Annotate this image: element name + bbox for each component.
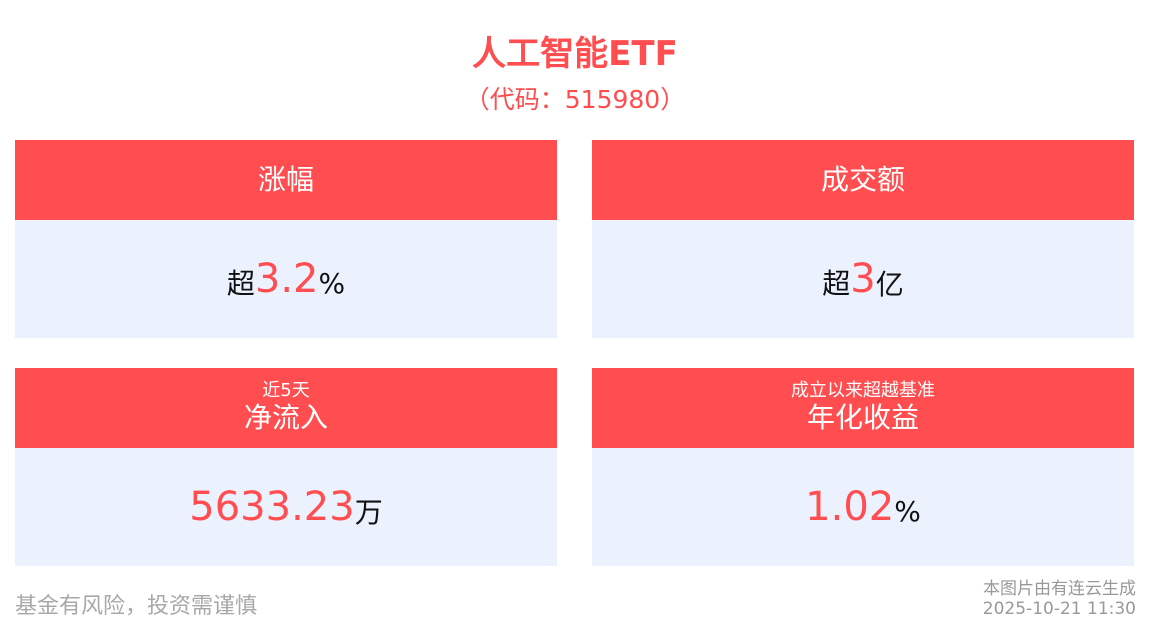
card-unit: %	[318, 266, 346, 300]
card-prefix: 超	[822, 267, 851, 300]
card-unit: 亿	[875, 268, 904, 301]
page-title: 人工智能ETF	[472, 34, 678, 74]
generation-info: 本图片由有连云生成 2025-10-21 11:30	[983, 579, 1136, 619]
card-net-inflow: 近5天 净流入 5633.23 万	[15, 368, 557, 566]
card-header: 涨幅	[15, 140, 557, 220]
card-change: 涨幅 超 3.2%	[15, 140, 557, 338]
card-subtitle: 成立以来超越基准	[791, 380, 935, 401]
card-annual-return: 成立以来超越基准 年化收益 1.02%	[592, 368, 1134, 566]
card-body: 1.02%	[592, 448, 1134, 566]
card-header: 成立以来超越基准 年化收益	[592, 368, 1134, 448]
fund-code: （代码：515980）	[464, 85, 686, 114]
card-subtitle: 近5天	[262, 380, 310, 401]
card-prefix: 超	[226, 267, 255, 300]
card-title: 成交额	[820, 163, 905, 196]
risk-disclaimer: 基金有风险，投资需谨慎	[15, 594, 258, 619]
card-value: 5633.23	[189, 484, 355, 530]
card-value: 3	[850, 256, 876, 302]
card-title: 涨幅	[257, 163, 314, 196]
card-header: 近5天 净流入	[15, 368, 557, 448]
timestamp: 2025-10-21 11:30	[982, 599, 1136, 619]
card-unit: %	[894, 494, 921, 528]
generated-by: 本图片由有连云生成	[983, 579, 1136, 599]
card-title: 净流入	[243, 401, 328, 434]
card-header: 成交额	[592, 140, 1134, 220]
card-value: 1.02	[805, 484, 895, 530]
card-title: 年化收益	[806, 401, 919, 434]
card-unit: 万	[354, 496, 383, 529]
card-body: 超 3.2%	[15, 220, 557, 338]
card-body: 5633.23 万	[15, 448, 557, 566]
card-value: 3.2	[254, 256, 319, 302]
